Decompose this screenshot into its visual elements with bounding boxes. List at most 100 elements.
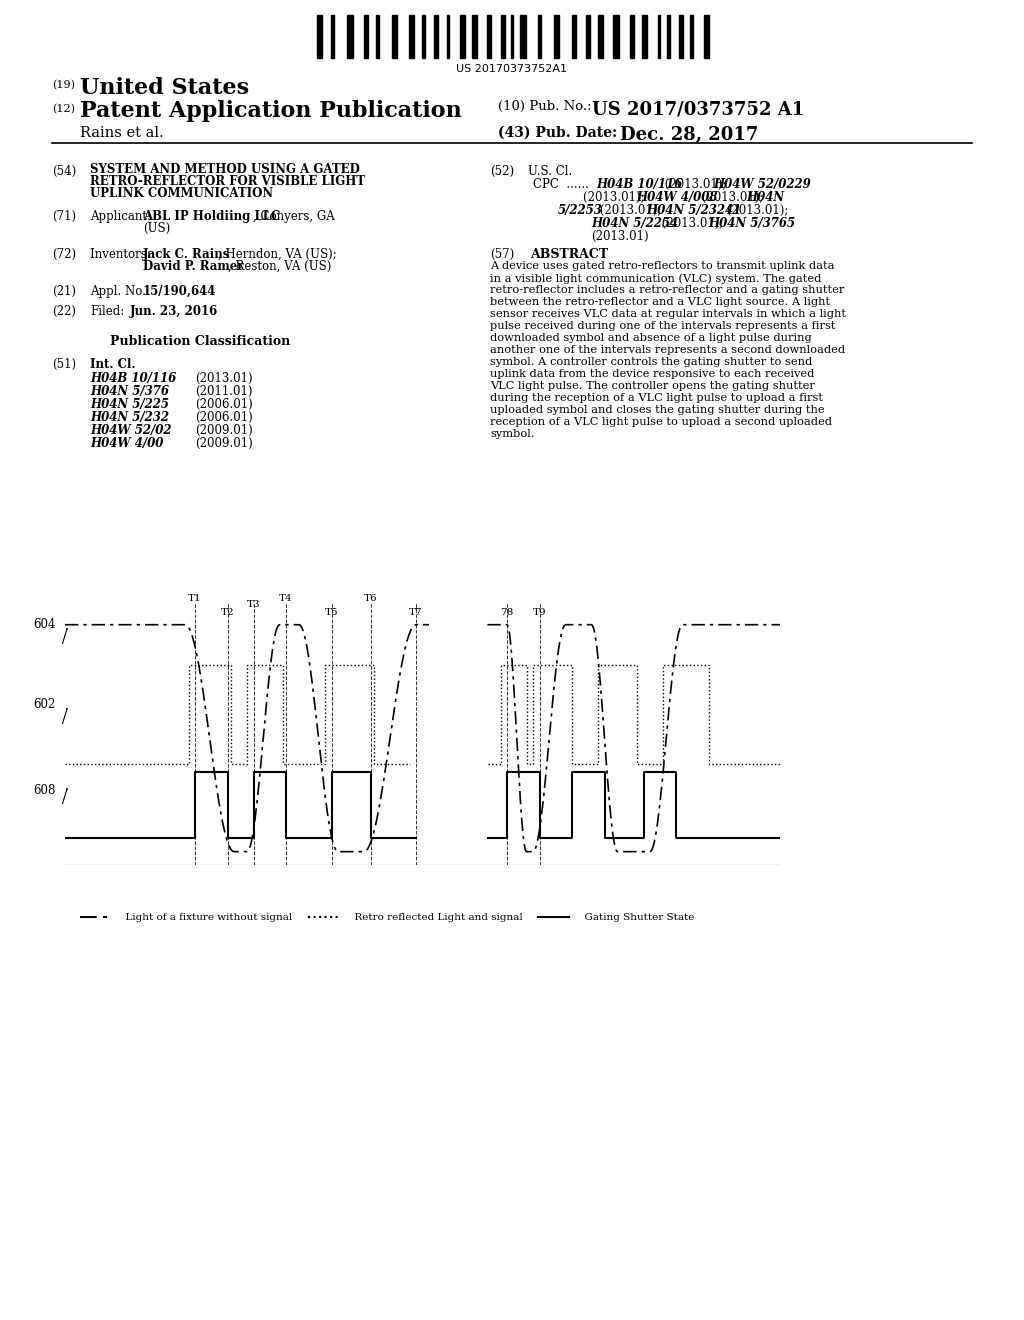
Text: Jack C. Rains: Jack C. Rains: [143, 248, 230, 261]
Text: H04W 52/0229: H04W 52/0229: [713, 178, 811, 191]
Text: Dec. 28, 2017: Dec. 28, 2017: [620, 125, 759, 144]
Text: VLC light pulse. The controller opens the gating shutter: VLC light pulse. The controller opens th…: [490, 381, 815, 391]
Text: H04N 5/23241: H04N 5/23241: [646, 205, 741, 216]
Text: UPLINK COMMUNICATION: UPLINK COMMUNICATION: [90, 187, 273, 201]
Text: Rains et al.: Rains et al.: [80, 125, 164, 140]
Text: between the retro-reflector and a VLC light source. A light: between the retro-reflector and a VLC li…: [490, 297, 830, 308]
Bar: [658, 15, 660, 58]
Text: H04N 5/376: H04N 5/376: [90, 385, 169, 399]
Bar: [613, 15, 618, 58]
Text: retro-reflector includes a retro-reflector and a gating shutter: retro-reflector includes a retro-reflect…: [490, 285, 845, 294]
Text: symbol. A controller controls the gating shutter to send: symbol. A controller controls the gating…: [490, 356, 812, 367]
Legend:   Light of a fixture without signal,   Retro reflected Light and signal,   Gatin: Light of a fixture without signal, Retro…: [76, 909, 698, 927]
Text: (2006.01): (2006.01): [195, 411, 253, 424]
Text: CPC  ......: CPC ......: [534, 178, 589, 191]
Text: RETRO-REFLECTOR FOR VISIBLE LIGHT: RETRO-REFLECTOR FOR VISIBLE LIGHT: [90, 176, 366, 187]
Bar: [598, 15, 603, 58]
Text: David P. Ramer: David P. Ramer: [143, 260, 244, 273]
Text: (2013.01): (2013.01): [195, 372, 253, 385]
Bar: [447, 15, 449, 58]
Text: symbol.: symbol.: [490, 429, 535, 440]
Text: T4: T4: [280, 594, 293, 603]
Bar: [586, 15, 590, 58]
Bar: [642, 15, 647, 58]
Text: 602: 602: [33, 698, 55, 711]
Text: uploaded symbol and closes the gating shutter during the: uploaded symbol and closes the gating sh…: [490, 405, 824, 414]
Bar: [331, 15, 334, 58]
Text: H04W 52/02: H04W 52/02: [90, 424, 171, 437]
Bar: [511, 15, 513, 58]
Bar: [409, 15, 414, 58]
Text: (2011.01): (2011.01): [195, 385, 253, 399]
Bar: [317, 15, 322, 58]
Bar: [347, 15, 353, 58]
Text: H04B 10/116: H04B 10/116: [596, 178, 682, 191]
Bar: [538, 15, 541, 58]
Bar: [679, 15, 683, 58]
Text: ABL IP Holdiing LLC: ABL IP Holdiing LLC: [143, 210, 281, 223]
Text: (52): (52): [490, 165, 514, 178]
Text: (2013.01);: (2013.01);: [723, 205, 788, 216]
Text: Appl. No.:: Appl. No.:: [90, 285, 154, 298]
Text: (12): (12): [52, 104, 75, 115]
Text: Jun. 23, 2016: Jun. 23, 2016: [130, 305, 218, 318]
Text: (2013.01);: (2013.01);: [698, 191, 767, 205]
Text: T7: T7: [410, 607, 423, 616]
Text: (71): (71): [52, 210, 76, 223]
Text: H04N 5/3765: H04N 5/3765: [708, 216, 795, 230]
Text: (2013.01);: (2013.01);: [662, 178, 730, 191]
Bar: [501, 15, 505, 58]
Text: (2006.01): (2006.01): [195, 399, 253, 411]
Text: 5/2253: 5/2253: [558, 205, 603, 216]
Bar: [422, 15, 425, 58]
Text: in a visible light communication (VLC) system. The gated: in a visible light communication (VLC) s…: [490, 273, 821, 284]
Bar: [434, 15, 438, 58]
Text: 78: 78: [501, 607, 514, 616]
Text: (22): (22): [52, 305, 76, 318]
Text: US 20170373752A1: US 20170373752A1: [457, 63, 567, 74]
Text: US 2017/0373752 A1: US 2017/0373752 A1: [592, 100, 804, 117]
Text: Filed:: Filed:: [90, 305, 124, 318]
Text: (19): (19): [52, 81, 75, 90]
Text: (2009.01): (2009.01): [195, 437, 253, 450]
Text: H04W 4/008: H04W 4/008: [636, 191, 718, 205]
Text: pulse received during one of the intervals represents a first: pulse received during one of the interva…: [490, 321, 836, 331]
Text: T5: T5: [325, 607, 338, 616]
Text: , Herndon, VA (US);: , Herndon, VA (US);: [218, 248, 337, 261]
Bar: [460, 15, 465, 58]
Text: H04N 5/2254: H04N 5/2254: [591, 216, 678, 230]
Text: (51): (51): [52, 358, 76, 371]
Bar: [667, 15, 670, 58]
Text: (2013.01);: (2013.01);: [596, 205, 666, 216]
Bar: [392, 15, 397, 58]
Bar: [376, 15, 379, 58]
Text: United States: United States: [80, 77, 249, 99]
Bar: [487, 15, 490, 58]
Bar: [690, 15, 693, 58]
Text: 604: 604: [33, 618, 55, 631]
Text: during the reception of a VLC light pulse to upload a first: during the reception of a VLC light puls…: [490, 393, 823, 403]
Text: (21): (21): [52, 285, 76, 298]
Text: Int. Cl.: Int. Cl.: [90, 358, 135, 371]
Text: downloaded symbol and absence of a light pulse during: downloaded symbol and absence of a light…: [490, 333, 812, 343]
Bar: [705, 15, 709, 58]
Text: H04N: H04N: [746, 191, 784, 205]
Text: T2: T2: [221, 607, 234, 616]
Text: sensor receives VLC data at regular intervals in which a light: sensor receives VLC data at regular inte…: [490, 309, 846, 319]
Text: , Conyers, GA: , Conyers, GA: [253, 210, 335, 223]
Text: H04W 4/00: H04W 4/00: [90, 437, 164, 450]
Text: A device uses gated retro-reflectors to transmit uplink data: A device uses gated retro-reflectors to …: [490, 261, 835, 271]
Text: U.S. Cl.: U.S. Cl.: [528, 165, 572, 178]
Text: T3: T3: [247, 599, 260, 609]
Text: T6: T6: [364, 594, 377, 603]
Text: , Reston, VA (US): , Reston, VA (US): [228, 260, 332, 273]
Text: SYSTEM AND METHOD USING A GATED: SYSTEM AND METHOD USING A GATED: [90, 162, 359, 176]
Text: uplink data from the device responsive to each received: uplink data from the device responsive t…: [490, 370, 814, 379]
Bar: [364, 15, 368, 58]
Text: another one of the intervals represents a second downloaded: another one of the intervals represents …: [490, 345, 845, 355]
Text: Applicant:: Applicant:: [90, 210, 155, 223]
Text: Inventors:: Inventors:: [90, 248, 155, 261]
Text: (72): (72): [52, 248, 76, 261]
Text: 608: 608: [33, 784, 55, 797]
Text: T9: T9: [532, 607, 547, 616]
